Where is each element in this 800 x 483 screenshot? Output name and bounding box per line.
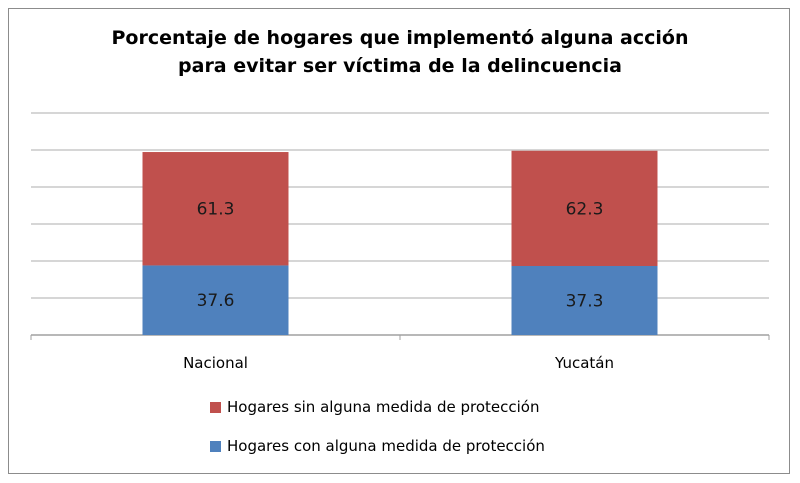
chart-title-line-1: Porcentaje de hogares que implementó alg… (111, 27, 689, 49)
bar-segment (511, 265, 658, 335)
legend-swatch-con (210, 440, 221, 452)
data-label: 37.6 (197, 291, 235, 311)
x-tick-label: Yucatán (554, 354, 614, 372)
chart-title: Porcentaje de hogares que implementó alg… (0, 24, 800, 80)
data-label: 37.3 (566, 291, 604, 311)
legend-swatch-sin (210, 401, 221, 413)
legend-item-con: Hogares con alguna medida de protección (210, 437, 545, 455)
x-tick-label: Nacional (183, 354, 248, 372)
legend-item-sin: Hogares sin alguna medida de protección (210, 398, 539, 416)
legend-label-con: Hogares con alguna medida de protección (227, 437, 545, 455)
chart-frame (8, 8, 790, 474)
legend-label-sin: Hogares sin alguna medida de protección (227, 398, 540, 416)
bar-segment (142, 152, 289, 266)
data-label: 61.3 (197, 200, 235, 220)
bar-segment (511, 150, 658, 266)
bar-segment (142, 265, 289, 335)
data-label: 62.3 (566, 199, 604, 219)
chart-title-line-2: para evitar ser víctima de la delincuenc… (178, 55, 622, 77)
